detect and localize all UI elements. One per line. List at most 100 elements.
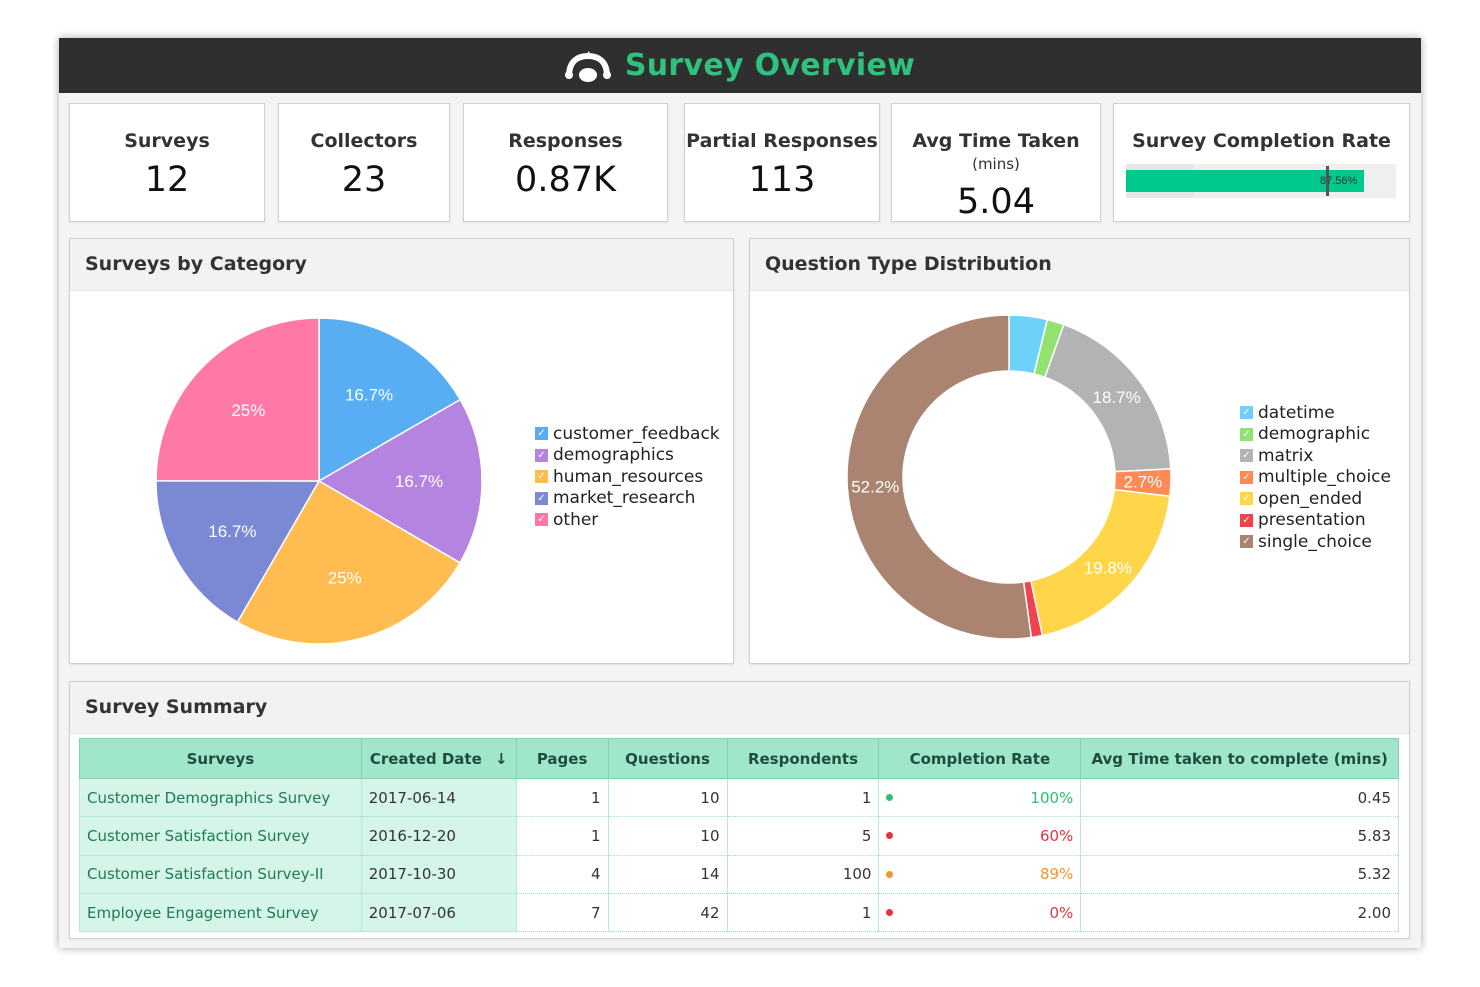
legend-item-human-resources[interactable]: ✓ human_resources [535,466,720,488]
pie-slice-market-research[interactable] [155,479,321,624]
table-row[interactable]: Customer Satisfaction Survey-II 2017-10-3… [79,855,1399,894]
legend-item-demographics[interactable]: ✓ demographics [535,445,720,467]
surveymonkey-logo-icon [564,50,611,82]
kpi-label: Responses [508,130,623,152]
checkbox-checked-icon[interactable]: ✓ [1240,449,1253,463]
arrow-down-icon: ↓ [494,749,508,768]
slice-data-label: 25% [231,401,265,420]
cell-survey-name: Customer Satisfaction Survey-II [79,855,362,894]
legend-item-multiple-choice[interactable]: ✓ multiple_choice [1240,467,1391,489]
checkbox-checked-icon[interactable]: ✓ [1240,470,1253,484]
pie-slice-customer-feedback[interactable] [318,317,462,483]
legend-label: other [553,509,599,530]
legend-label: customer_feedback [553,423,720,444]
pie-slice-other[interactable] [155,317,320,482]
slice-data-label: 52.2% [851,477,899,496]
cell-respondents: 5 [727,816,880,856]
legend-label: human_resources [553,466,704,487]
cell-survey-name: Customer Satisfaction Survey [79,816,362,856]
column-header-respondents[interactable]: Respondents [726,738,880,779]
question-type-panel: Question Type Distribution 18.7% 2.7% 19.8… [749,238,1410,664]
legend-item-single-choice[interactable]: ✓ single_choice [1240,531,1391,553]
cell-pages: 1 [516,816,609,856]
category-pie-chart: 16.7% 16.7% 25% 16.7% 25% [155,317,483,645]
table-header-row: Surveys Created Date ↓ Pages Questions R… [79,738,1399,779]
page-title: Survey Overview [624,48,916,83]
dashboard-frame: Survey Overview Surveys 12 Collectors 23… [59,38,1421,948]
table-row[interactable]: Customer Satisfaction Survey 2016-12-20 1 1… [79,816,1399,856]
legend-item-other[interactable]: ✓ other [535,509,720,531]
column-header-completion-rate[interactable]: Completion Rate [878,738,1082,779]
kpi-card-collectors: Collectors 23 [278,103,450,222]
checkbox-checked-icon[interactable]: ✓ [535,448,548,462]
cell-avg-time: 5.32 [1080,855,1399,894]
cell-survey-name: Employee Engagement Survey [79,893,362,933]
slice-data-label: 19.8% [1084,558,1132,577]
kpi-card-partial-responses: Partial Responses 113 [684,103,880,222]
cell-respondents: 1 [727,893,880,933]
category-legend: ✓ customer_feedback ✓ demographics ✓ human_re… [535,423,720,531]
checkbox-checked-icon[interactable]: ✓ [1240,513,1253,527]
legend-item-customer-feedback[interactable]: ✓ customer_feedback [535,423,720,445]
completion-rate-wrap: 100% [886,789,1073,807]
kpi-label: Survey Completion Rate [1132,130,1391,152]
legend-item-presentation[interactable]: ✓ presentation [1240,510,1391,532]
kpi-label: Surveys [124,130,210,152]
cell-questions: 42 [608,893,728,933]
cell-pages: 4 [516,855,609,894]
checkbox-checked-icon[interactable]: ✓ [535,427,548,441]
checkbox-checked-icon[interactable]: ✓ [1240,406,1253,420]
checkbox-checked-icon[interactable]: ✓ [1240,427,1253,441]
cell-created-date: 2017-06-14 [361,778,517,818]
checkbox-checked-icon[interactable]: ✓ [535,513,548,527]
header-bar: Survey Overview [59,38,1421,93]
surveys-by-category-panel: Surveys by Category 16.7% 16.7% 25% 16.7% 25… [69,238,734,664]
legend-item-matrix[interactable]: ✓ matrix [1240,445,1391,467]
cell-completion-rate: 60% [878,816,1082,856]
completion-bar-fill [1126,170,1364,192]
checkbox-checked-icon[interactable]: ✓ [535,470,548,484]
legend-item-open-ended[interactable]: ✓ open_ended [1240,488,1391,510]
checkbox-checked-icon[interactable]: ✓ [1240,492,1253,506]
cell-pages: 1 [516,778,609,818]
legend-item-datetime[interactable]: ✓ datetime [1240,402,1391,424]
panel-title: Surveys by Category [70,239,733,291]
legend-item-demographic[interactable]: ✓ demographic [1240,424,1391,446]
cell-respondents: 1 [727,778,880,818]
table-row[interactable]: Employee Engagement Survey 2017-07-06 7 42 1… [79,893,1399,933]
kpi-label: Avg Time Taken (mins) [892,130,1100,174]
legend-item-market-research[interactable]: ✓ market_research [535,488,720,510]
question-type-donut-chart: 18.7% 2.7% 19.8% 52.2% [846,314,1172,640]
kpi-unit: (mins) [972,155,1020,173]
checkbox-checked-icon[interactable]: ✓ [535,491,548,505]
kpi-card-completion-rate: Survey Completion Rate 87.56% [1113,103,1410,222]
survey-summary-table: Surveys Created Date ↓ Pages Questions R… [79,738,1399,933]
column-header-label: Created Date [369,749,482,768]
status-dot-icon [886,870,894,878]
cell-avg-time: 2.00 [1080,893,1399,933]
pie-slice-single-choice[interactable] [846,314,1033,640]
cell-avg-time: 0.45 [1080,778,1399,818]
panel-title: Question Type Distribution [750,239,1409,291]
slice-data-label: 16.7% [345,385,393,404]
checkbox-checked-icon[interactable]: ✓ [1240,535,1253,549]
column-header-questions[interactable]: Questions [607,738,728,779]
kpi-value: 0.87K [515,160,616,200]
pie-slice-human-resources[interactable] [236,479,462,645]
kpi-label: Partial Responses [686,130,878,152]
column-header-created-date[interactable]: Created Date ↓ [360,738,517,779]
cell-completion-rate: 89% [878,855,1082,894]
column-header-pages[interactable]: Pages [515,738,609,779]
cell-created-date: 2017-07-06 [361,893,517,933]
completion-rate-value: 89% [1039,865,1074,884]
column-header-surveys[interactable]: Surveys [79,738,362,779]
column-header-avg-time[interactable]: Avg Time taken to complete (mins) [1080,738,1399,779]
completion-rate-value: 60% [1039,826,1074,845]
legend-label: demographic [1258,424,1371,445]
cell-pages: 7 [516,893,609,933]
table-row[interactable]: Customer Demographics Survey 2017-06-14 1 1… [79,778,1399,818]
slice-data-label: 18.7% [1093,388,1141,407]
pie-slice-demographics[interactable] [317,398,483,564]
slice-data-label: 16.7% [395,472,443,491]
legend-label: presentation [1258,510,1366,531]
